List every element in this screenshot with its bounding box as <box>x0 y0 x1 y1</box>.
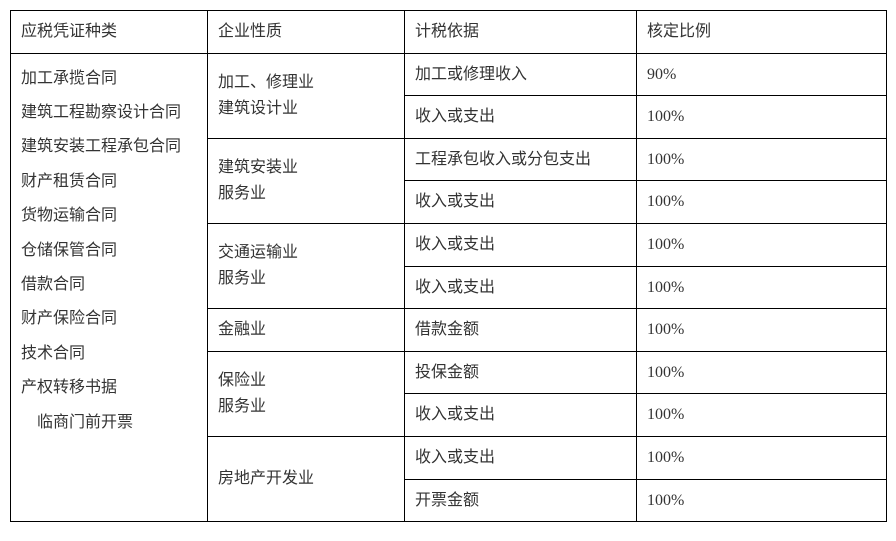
tax-basis-cell: 工程承包收入或分包支出 <box>405 138 637 181</box>
tax-basis-cell: 收入或支出 <box>405 223 637 266</box>
enterprise-nature-cell: 建筑安装业 服务业 <box>208 138 405 223</box>
ratio-cell: 100% <box>637 479 887 522</box>
ratio-cell: 100% <box>637 181 887 224</box>
ratio-cell: 100% <box>637 138 887 181</box>
table-body: 加工承揽合同 建筑工程勘察设计合同 建筑安装工程承包合同 财产租赁合同 货物运输… <box>11 53 887 522</box>
enterprise-nature-cell: 交通运输业 服务业 <box>208 223 405 308</box>
enterprise-nature-cell: 加工、修理业 建筑设计业 <box>208 53 405 138</box>
ratio-cell: 100% <box>637 266 887 309</box>
tax-basis-cell: 收入或支出 <box>405 436 637 479</box>
ratio-cell: 100% <box>637 309 887 352</box>
tax-table: 应税凭证种类 企业性质 计税依据 核定比例 加工承揽合同 建筑工程勘察设计合同 … <box>10 10 887 522</box>
tax-basis-cell: 投保金额 <box>405 351 637 394</box>
header-enterprise-nature: 企业性质 <box>208 11 405 54</box>
tax-basis-cell: 收入或支出 <box>405 394 637 437</box>
tax-basis-cell: 收入或支出 <box>405 96 637 139</box>
header-voucher-type: 应税凭证种类 <box>11 11 208 54</box>
enterprise-nature-cell: 金融业 <box>208 309 405 352</box>
enterprise-nature-cell: 房地产开发业 <box>208 436 405 521</box>
voucher-type-cell: 加工承揽合同 建筑工程勘察设计合同 建筑安装工程承包合同 财产租赁合同 货物运输… <box>11 53 208 522</box>
header-tax-basis: 计税依据 <box>405 11 637 54</box>
tax-table-container: 应税凭证种类 企业性质 计税依据 核定比例 加工承揽合同 建筑工程勘察设计合同 … <box>10 10 886 522</box>
tax-basis-cell: 加工或修理收入 <box>405 53 637 96</box>
ratio-cell: 100% <box>637 436 887 479</box>
table-header-row: 应税凭证种类 企业性质 计税依据 核定比例 <box>11 11 887 54</box>
tax-basis-cell: 收入或支出 <box>405 181 637 224</box>
ratio-cell: 100% <box>637 394 887 437</box>
enterprise-nature-cell: 保险业 服务业 <box>208 351 405 436</box>
tax-basis-cell: 借款金额 <box>405 309 637 352</box>
ratio-cell: 100% <box>637 96 887 139</box>
tax-basis-cell: 收入或支出 <box>405 266 637 309</box>
tax-basis-cell: 开票金额 <box>405 479 637 522</box>
ratio-cell: 100% <box>637 351 887 394</box>
ratio-cell: 100% <box>637 223 887 266</box>
table-row: 加工承揽合同 建筑工程勘察设计合同 建筑安装工程承包合同 财产租赁合同 货物运输… <box>11 53 887 96</box>
ratio-cell: 90% <box>637 53 887 96</box>
header-ratio: 核定比例 <box>637 11 887 54</box>
